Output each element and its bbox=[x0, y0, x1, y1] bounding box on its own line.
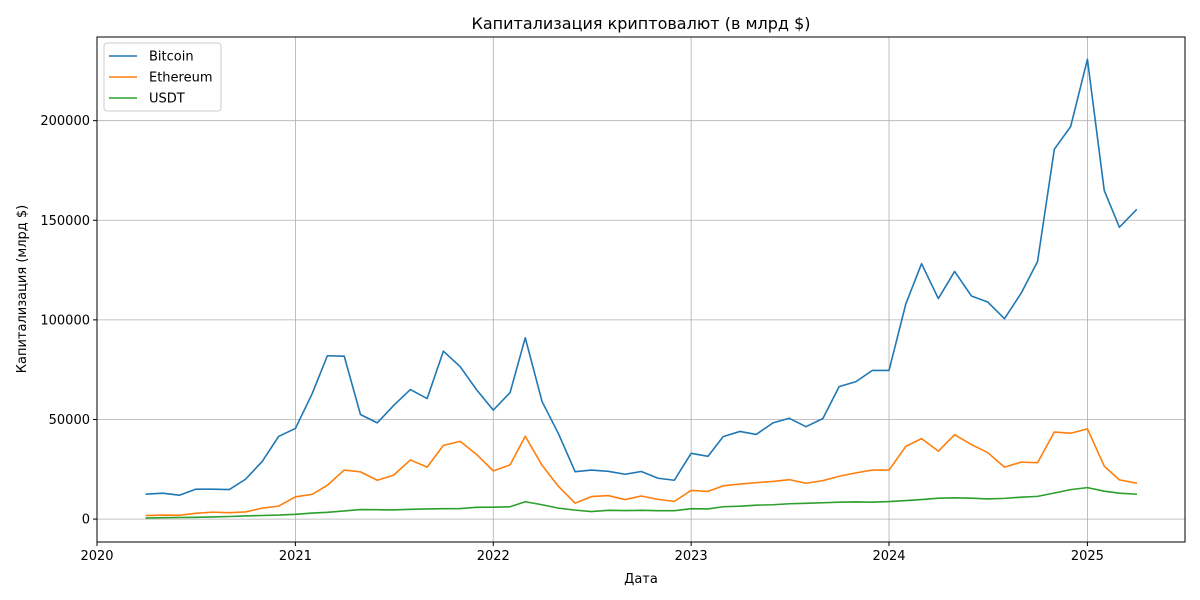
series-lines bbox=[145, 58, 1138, 519]
x-tick-label: 2024 bbox=[872, 549, 905, 564]
x-axis-ticks: 2020 2021 2022 2023 2024 2025 bbox=[80, 542, 1104, 564]
y-tick-label: 200000 bbox=[40, 114, 90, 129]
y-tick-label: 50000 bbox=[49, 413, 90, 428]
x-axis-label: Дата bbox=[624, 572, 658, 587]
series-line-bitcoin bbox=[145, 58, 1138, 496]
legend: Bitcoin Ethereum USDT bbox=[103, 42, 222, 112]
y-tick-label: 100000 bbox=[40, 313, 90, 328]
legend-label-bitcoin: Bitcoin bbox=[149, 50, 194, 65]
grid-lines bbox=[96, 37, 1185, 542]
x-tick-label: 2020 bbox=[80, 549, 113, 564]
x-tick-label: 2025 bbox=[1071, 549, 1104, 564]
y-tick-label: 0 bbox=[82, 513, 90, 528]
x-tick-label: 2023 bbox=[675, 549, 708, 564]
x-tick-label: 2021 bbox=[279, 549, 312, 564]
chart-title: Капитализация криптовалют (в млрд $) bbox=[472, 14, 811, 33]
series-line-usdt bbox=[145, 486, 1138, 519]
y-axis-ticks: 0 50000 100000 150000 200000 bbox=[40, 114, 97, 528]
y-tick-label: 150000 bbox=[40, 214, 90, 229]
series-line-ethereum bbox=[145, 428, 1138, 517]
legend-label-ethereum: Ethereum bbox=[149, 71, 213, 86]
legend-label-usdt: USDT bbox=[149, 92, 185, 107]
x-tick-label: 2022 bbox=[477, 549, 510, 564]
y-axis-label: Капитализация (млрд $) bbox=[15, 205, 30, 373]
legend-frame bbox=[103, 42, 222, 112]
plot-area-frame bbox=[96, 36, 1186, 543]
